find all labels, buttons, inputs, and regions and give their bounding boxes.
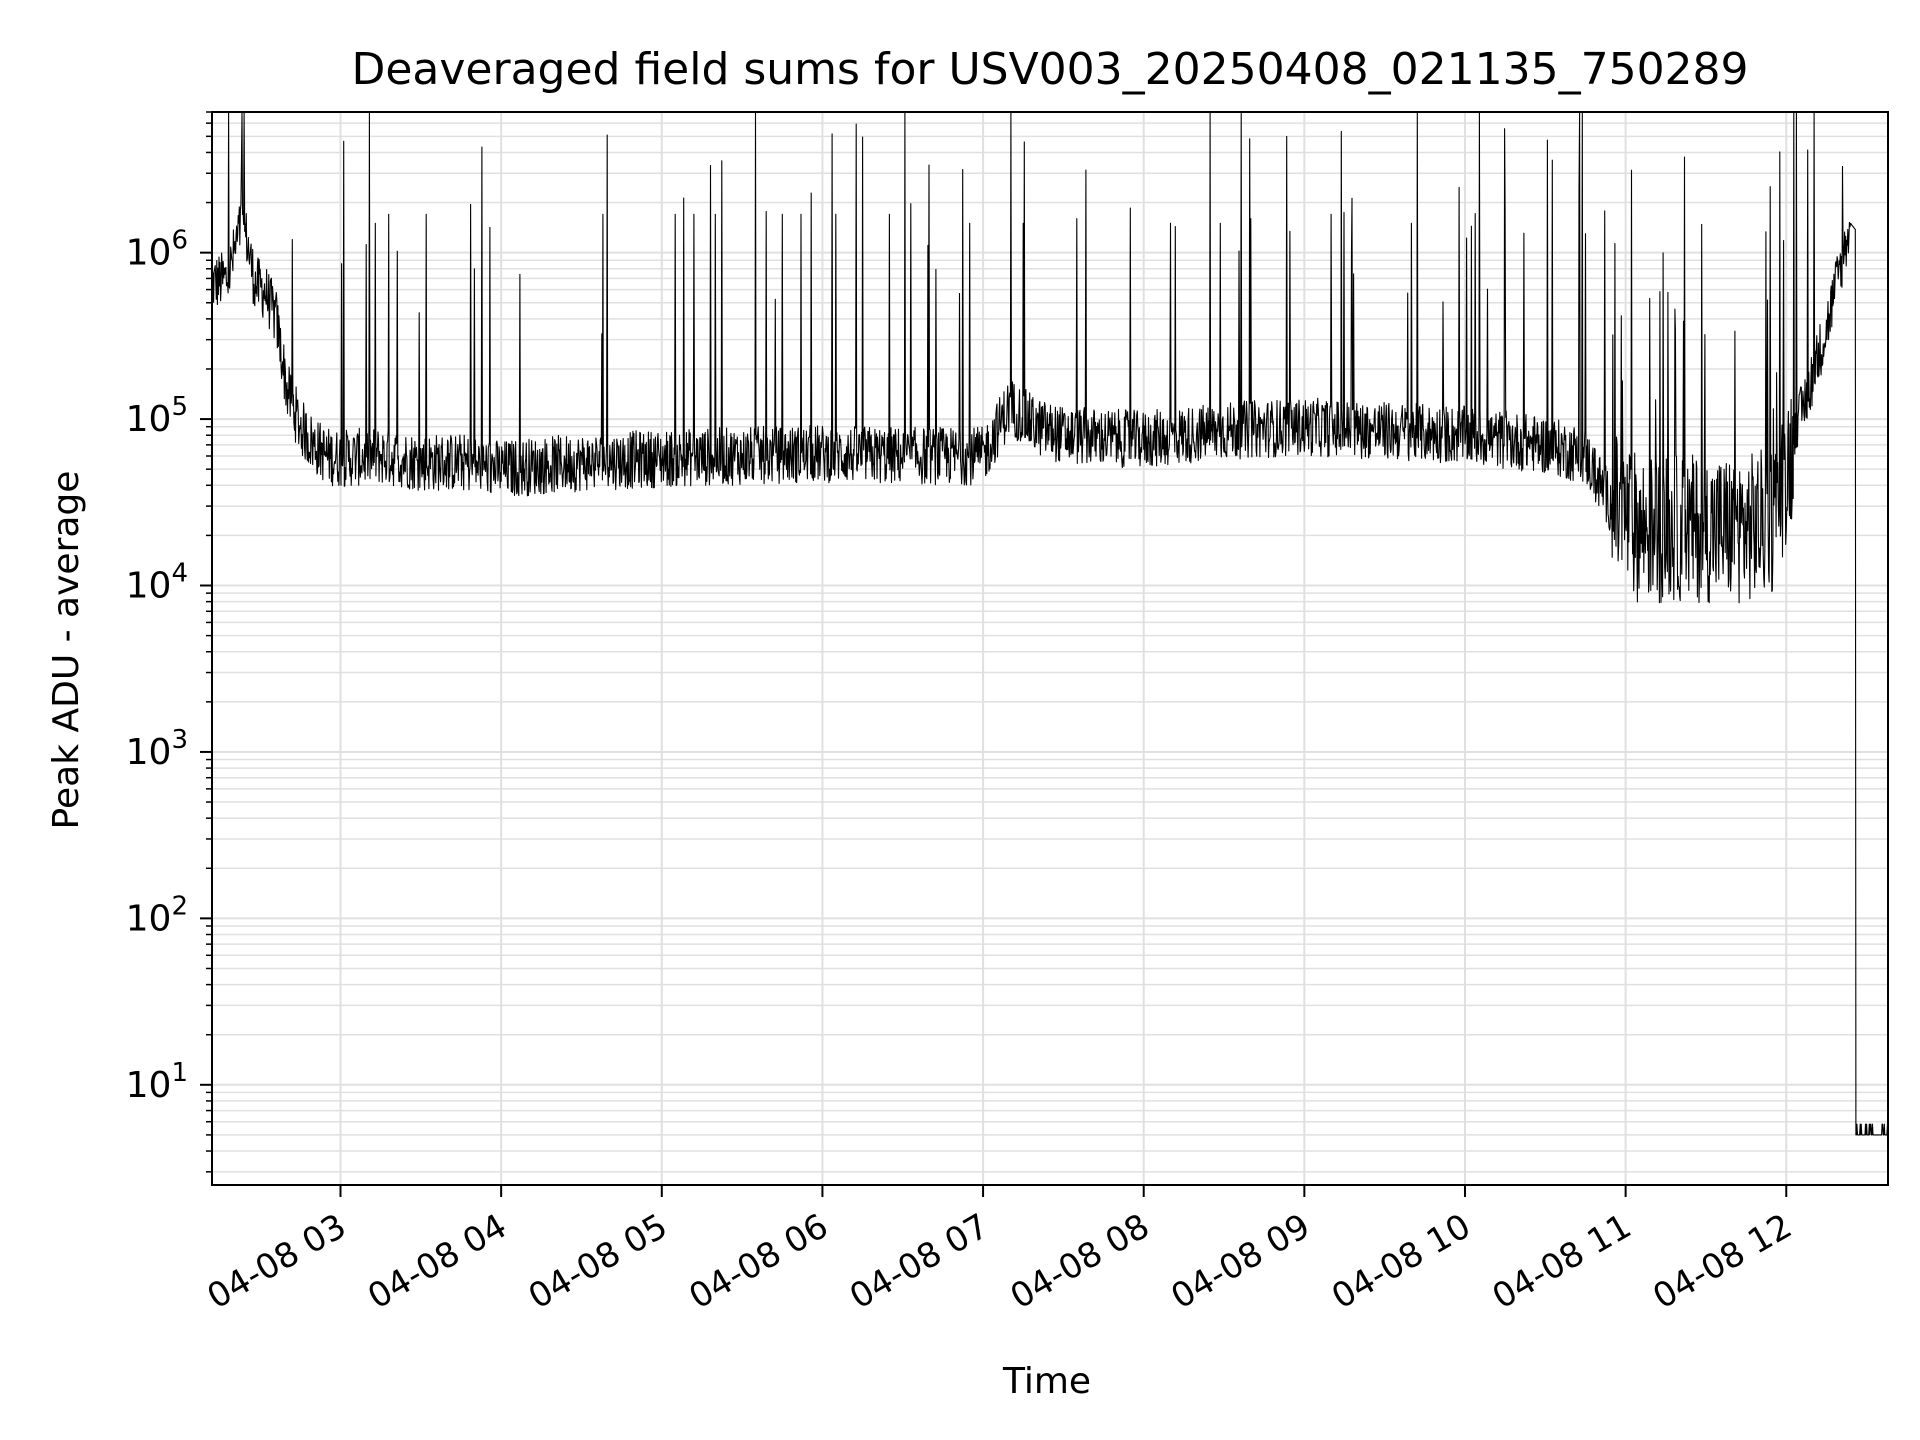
plot-area	[211, 111, 1889, 1136]
y-tick-label: 101	[126, 1058, 188, 1106]
x-axis-label: Time	[1002, 1361, 1091, 1402]
y-tick-base: 10	[126, 566, 172, 607]
y-tick-exponent: 5	[171, 392, 188, 422]
y-tick-label: 104	[126, 559, 188, 607]
y-tick-base: 10	[126, 1065, 172, 1106]
y-tick-label: 102	[126, 891, 188, 939]
y-tick-exponent: 1	[171, 1058, 188, 1088]
y-tick-label: 105	[126, 392, 188, 440]
grid-lines	[212, 111, 1888, 1185]
y-tick-base: 10	[126, 732, 172, 773]
y-tick-exponent: 4	[171, 559, 188, 589]
axes-frame	[211, 111, 1889, 1186]
y-tick-exponent: 2	[171, 891, 188, 921]
y-tick-label: 103	[126, 725, 188, 773]
y-tick-exponent: 3	[171, 725, 188, 755]
y-tick-label: 106	[126, 226, 188, 274]
y-tick-base: 10	[126, 233, 172, 274]
y-axis-label: Peak ADU - average	[46, 471, 87, 830]
series-line	[211, 111, 1889, 1136]
chart-title: Deaveraged field sums for USV003_2025040…	[351, 44, 1748, 95]
y-tick-exponent: 6	[171, 226, 188, 256]
y-tick-base: 10	[126, 898, 172, 939]
y-tick-base: 10	[126, 399, 172, 440]
